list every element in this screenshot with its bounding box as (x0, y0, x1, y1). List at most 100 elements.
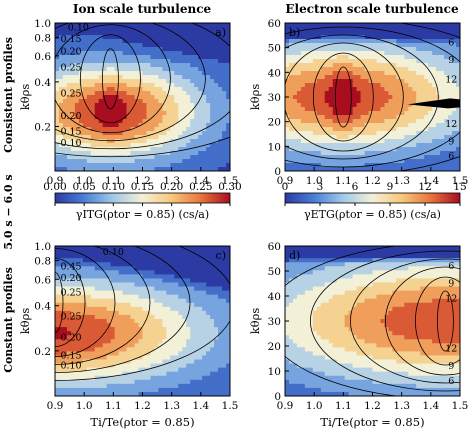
contour-line (55, 23, 206, 142)
y-tick-label: 20 (268, 117, 281, 129)
contour-line (55, 258, 86, 347)
contour-label: 12 (445, 75, 457, 86)
y-tick-label: 0.4 (34, 301, 51, 313)
colorbar-tick-label: 0.05 (72, 181, 95, 193)
contour-label: 12 (445, 119, 457, 130)
panel-label: c) (216, 249, 226, 262)
contour-label: 0.10 (103, 247, 124, 258)
heatmap-a (55, 23, 230, 171)
contour-label: 9 (448, 361, 454, 372)
y-tick-label: 40 (268, 291, 281, 303)
heatmap-d (285, 246, 460, 396)
contour-line (80, 34, 141, 124)
contour-label: 0.25 (60, 287, 81, 298)
x-tick-label: 1.3 (393, 400, 410, 412)
contour-label: 6 (448, 38, 454, 49)
colorbar-tick-label: 0.00 (43, 181, 66, 193)
y-tick-label: 0.8 (34, 32, 51, 44)
y-tick-label: 0 (274, 166, 281, 178)
contour-label: 0.45 (60, 262, 81, 273)
y-tick-label: 0.8 (34, 256, 51, 268)
colorbar-itg: 0.00 0.05 0.10 0.15 0.20 0.25 0.30 γITG(ρtor = … (43, 181, 241, 221)
x-tick-label: 1.3 (163, 400, 180, 412)
contour-label: 0.25 (60, 88, 81, 99)
panel-d: 6 9 12 12 9 6 d) 0.9 1.0 1.1 1.2 1.3 1.4 1.5 0 10 20 30 40… (248, 241, 468, 429)
x-tick-label: 1.2 (364, 400, 381, 412)
contour-line (55, 248, 116, 357)
colorbar-gradient (284, 192, 461, 204)
y-tick-label: 60 (268, 18, 281, 30)
y-tick-label: 30 (268, 92, 281, 104)
row-label-consistent: Consistent profiles (2, 37, 15, 153)
contour-black-region (407, 98, 460, 109)
contour-label: 0.20 (60, 111, 81, 122)
panel-label: a) (215, 26, 226, 39)
x-tick-label: 1.5 (222, 175, 239, 187)
x-tick-label: 1.1 (335, 175, 352, 187)
contour-line (437, 290, 454, 352)
panel-label: d) (289, 249, 300, 262)
y-axis-label: kθρs (18, 308, 32, 335)
colorbars: 0.00 0.05 0.10 0.15 0.20 0.25 0.30 γITG(ρtor = … (43, 181, 466, 221)
contour-label: 9 (448, 55, 454, 66)
x-tick-label: 1.3 (393, 175, 410, 187)
contour-label: 0.25 (60, 311, 81, 322)
contour-line (334, 66, 352, 128)
x-tick-label: 1.5 (452, 175, 469, 187)
x-tick-label: 1.4 (192, 400, 209, 412)
contour-line (55, 136, 230, 158)
contour-line (55, 246, 151, 365)
contour-label: 0.10 (60, 360, 81, 371)
contour-label: 12 (445, 344, 457, 355)
x-tick-label: 0.9 (47, 400, 64, 412)
contour-label: 0.10 (68, 23, 89, 34)
heatmap-c (55, 246, 230, 396)
contour-label: 6 (448, 261, 454, 272)
y-tick-label: 0.2 (34, 346, 51, 358)
contour-line (415, 276, 460, 366)
contour-line (102, 48, 119, 110)
contour-line (55, 272, 64, 333)
x-tick-label: 1.1 (105, 400, 122, 412)
contour-line (55, 246, 191, 373)
y-axis-label: kθρs (248, 308, 262, 335)
colorbar-tick-label: 3 (317, 181, 324, 193)
x-tick-label: 1.4 (422, 175, 439, 187)
y-tick-label: 50 (268, 266, 281, 278)
y-tick-label: 50 (268, 43, 281, 55)
contour-line (385, 266, 460, 376)
colorbar-gradient (54, 192, 231, 204)
contour-label: 0.20 (60, 273, 81, 284)
x-axis-label: Ti/Te(ρtor = 0.85) (90, 415, 194, 429)
x-tick-label: 1.0 (76, 400, 93, 412)
contour-label: 0.20 (60, 333, 81, 344)
contour-label: 12 (445, 294, 457, 305)
title-electron-scale: Electron scale turbulence (285, 2, 459, 16)
x-tick-label: 1.2 (364, 175, 381, 187)
row-label-constant: Constant profiles (2, 267, 15, 373)
contour-lines (55, 23, 230, 158)
contour-label: 0.15 (60, 351, 81, 362)
y-tick-label: 40 (268, 67, 281, 79)
contour-label: 6 (448, 151, 454, 162)
colorbar-etg: 0 3 6 9 12 15 γETG(ρtor = 0.85) (cs/a) (282, 181, 467, 221)
colorbar-label: γITG(ρtor = 0.85) (cs/a) (76, 208, 209, 221)
x-tick-label: 0.9 (47, 175, 64, 187)
y-tick-label: 0.6 (34, 274, 51, 286)
y-axis-label: kθρs (18, 84, 32, 111)
y-tick-label: 1.0 (34, 18, 51, 30)
colorbar-tick-label: 12 (418, 181, 431, 193)
contour-label: 0.15 (60, 126, 81, 137)
colorbar-tick-label: 0.30 (218, 181, 241, 193)
colorbar-label: γETG(ρtor = 0.85) (cs/a) (304, 208, 441, 221)
contour-line (285, 42, 404, 152)
y-tick-label: 30 (268, 316, 281, 328)
contour-label: 9 (448, 279, 454, 290)
contour-line (350, 258, 460, 384)
colorbar-tick-label: 9 (387, 181, 394, 193)
x-tick-label: 1.0 (76, 175, 93, 187)
x-tick-label: 1.2 (134, 175, 151, 187)
y-tick-label: 60 (268, 241, 281, 253)
contour-line (55, 23, 230, 150)
